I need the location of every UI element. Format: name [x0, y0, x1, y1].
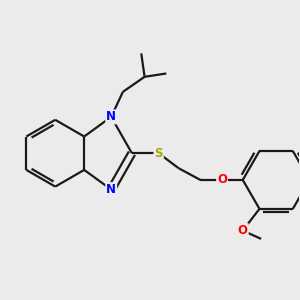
Text: O: O	[238, 224, 248, 237]
Text: N: N	[106, 183, 116, 196]
Text: N: N	[106, 110, 116, 123]
Text: S: S	[154, 147, 163, 160]
Text: O: O	[217, 173, 227, 186]
